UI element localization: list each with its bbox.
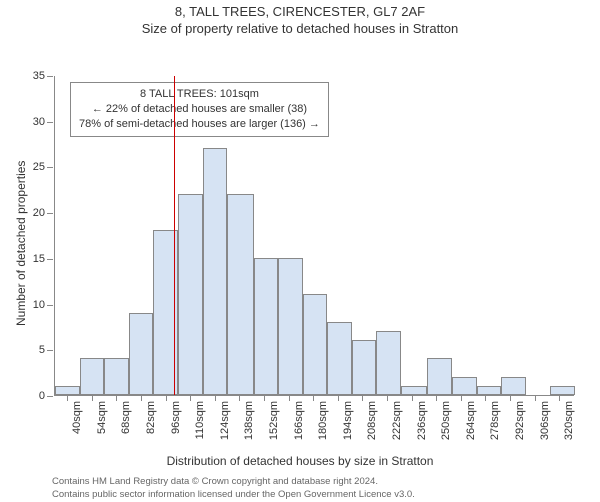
x-tick [461,395,462,401]
histogram-bar [104,358,129,395]
footer-line-1: Contains HM Land Registry data © Crown c… [52,476,600,489]
x-tick [535,395,536,401]
plot-area: 8 TALL TREES: 101sqm ← 22% of detached h… [54,76,574,396]
annotation-line-1: 8 TALL TREES: 101sqm [79,87,320,102]
histogram-bar [501,377,526,395]
subtitle: Size of property relative to detached ho… [0,21,600,36]
x-tick-label: 222sqm [391,401,403,440]
y-tick-label: 0 [39,390,45,402]
x-tick-label: 54sqm [96,401,108,434]
x-tick [412,395,413,401]
annotation-line-3: 78% of semi-detached houses are larger (… [79,117,320,132]
y-tick [47,305,53,306]
x-axis-label: Distribution of detached houses by size … [0,454,600,468]
x-tick [559,395,560,401]
x-tick [289,395,290,401]
x-tick-label: 180sqm [317,401,329,440]
x-tick-label: 306sqm [539,401,551,440]
chart-titles: 8, TALL TREES, CIRENCESTER, GL7 2AF Size… [0,0,600,36]
x-tick-label: 292sqm [514,401,526,440]
x-tick [239,395,240,401]
y-tick [47,350,53,351]
x-tick [485,395,486,401]
marker-line [174,76,175,395]
x-tick [141,395,142,401]
x-tick [190,395,191,401]
y-tick-label: 25 [33,161,45,173]
x-tick-label: 320sqm [563,401,575,440]
histogram-bar [427,358,452,395]
x-tick-label: 250sqm [440,401,452,440]
histogram-bar [227,194,253,395]
histogram-bar [327,322,352,395]
x-tick [362,395,363,401]
x-tick [313,395,314,401]
y-tick [47,259,53,260]
x-tick-label: 194sqm [342,401,354,440]
annotation-line-2: ← 22% of detached houses are smaller (38… [79,102,320,117]
y-tick-label: 20 [33,207,45,219]
histogram-bar [129,313,154,395]
histogram-bar [203,148,228,395]
x-tick-label: 208sqm [366,401,378,440]
y-tick-label: 35 [33,70,45,82]
x-tick-label: 138sqm [243,401,255,440]
x-tick [510,395,511,401]
histogram-bar [550,386,575,395]
x-tick-label: 82sqm [145,401,157,434]
y-tick [47,396,53,397]
x-tick [166,395,167,401]
x-tick-label: 124sqm [219,401,231,440]
x-tick-label: 236sqm [416,401,428,440]
x-tick [387,395,388,401]
x-tick-label: 96sqm [170,401,182,434]
histogram-bar [477,386,502,395]
x-tick-label: 166sqm [293,401,305,440]
histogram-bar [254,258,279,395]
x-tick [338,395,339,401]
histogram-bar [55,386,80,395]
y-tick [47,167,53,168]
x-tick [116,395,117,401]
x-tick-label: 152sqm [268,401,280,440]
y-tick [47,213,53,214]
x-tick-label: 278sqm [489,401,501,440]
y-tick-label: 15 [33,253,45,265]
x-tick-label: 68sqm [120,401,132,434]
histogram-bar [278,258,303,395]
histogram-bar [452,377,477,395]
histogram-bar [376,331,401,395]
x-tick-label: 110sqm [194,401,206,439]
x-tick [436,395,437,401]
annotation-box: 8 TALL TREES: 101sqm ← 22% of detached h… [70,82,329,137]
x-tick [67,395,68,401]
histogram-bar [352,340,377,395]
supertitle: 8, TALL TREES, CIRENCESTER, GL7 2AF [0,4,600,19]
y-tick [47,76,53,77]
y-tick-label: 10 [33,299,45,311]
footer: Contains HM Land Registry data © Crown c… [0,476,600,502]
histogram-bar [178,194,203,395]
x-tick-label: 264sqm [465,401,477,440]
x-tick [92,395,93,401]
x-tick-label: 40sqm [71,401,83,434]
histogram-bar [401,386,427,395]
x-tick [215,395,216,401]
chart-area: Number of detached properties 8 TALL TRE… [0,36,600,448]
x-tick [264,395,265,401]
y-tick [47,122,53,123]
y-axis-label: Number of detached properties [14,161,28,326]
y-tick-label: 5 [39,344,45,356]
y-tick-label: 30 [33,116,45,128]
histogram-bar [80,358,105,395]
histogram-bar [303,294,328,395]
